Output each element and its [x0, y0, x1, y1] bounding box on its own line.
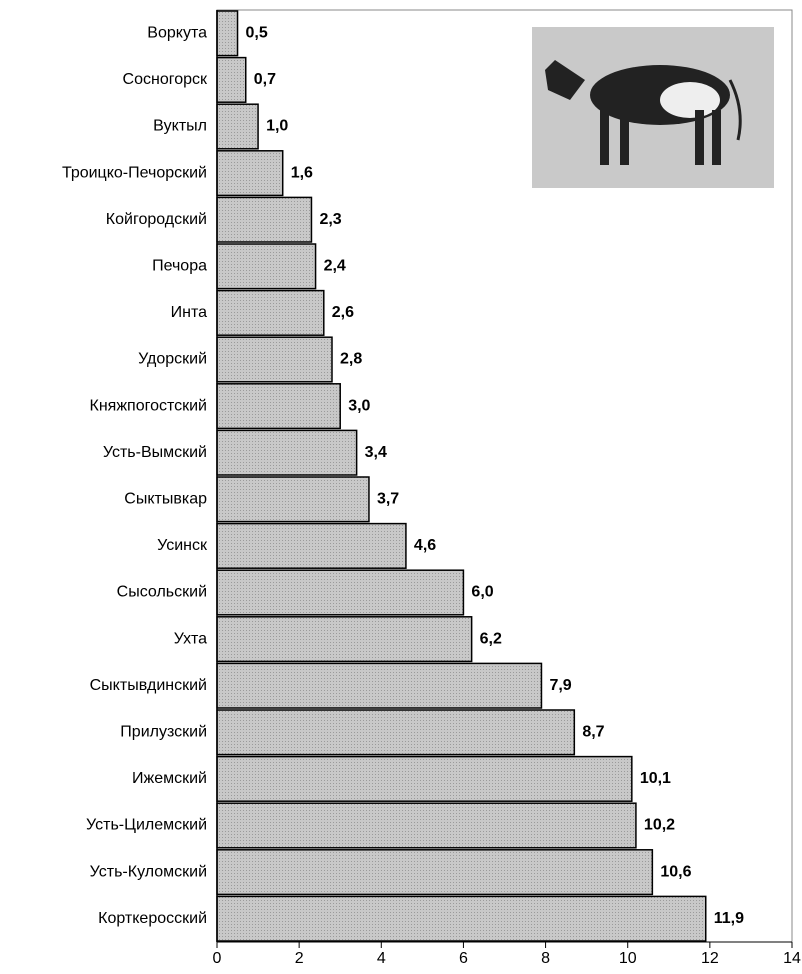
y-tick-label: Вуктыл	[153, 118, 207, 135]
bar	[216, 616, 473, 663]
y-tick-label: Воркута	[147, 25, 207, 42]
y-tick-label: Корткеросский	[98, 910, 207, 927]
value-label: 6,0	[471, 584, 493, 601]
value-label: 10,2	[644, 817, 675, 834]
value-label: 2,8	[340, 351, 362, 368]
y-tick-label: Усть-Куломский	[90, 863, 207, 880]
x-tick-label: 6	[459, 950, 468, 967]
value-label: 4,6	[414, 537, 436, 554]
bar	[216, 429, 358, 476]
x-tick-label: 14	[783, 950, 801, 967]
y-tick-label: Усть-Цилемский	[86, 817, 207, 834]
y-tick-label: Сысольский	[117, 584, 207, 601]
value-label: 2,6	[332, 304, 354, 321]
value-label: 11,9	[714, 910, 744, 927]
y-tick-label: Троицко-Печорский	[62, 164, 207, 181]
x-tick-label: 4	[377, 950, 386, 967]
bar	[216, 10, 239, 57]
x-tick-label: 0	[213, 950, 222, 967]
bar	[216, 569, 465, 616]
y-tick-label: Сосногорск	[123, 71, 208, 88]
bar	[216, 522, 407, 569]
y-tick-label: Ижемский	[132, 770, 207, 787]
value-label: 7,9	[549, 677, 571, 694]
value-label: 3,7	[377, 491, 399, 508]
value-label: 10,6	[660, 863, 691, 880]
value-label: 3,4	[365, 444, 387, 461]
y-tick-label: Сыктывкар	[124, 491, 207, 508]
x-tick-label: 2	[295, 950, 304, 967]
y-tick-label: Удорский	[138, 351, 207, 368]
y-tick-label: Инта	[171, 304, 207, 321]
bar	[216, 383, 341, 430]
bar	[216, 336, 333, 383]
value-label: 1,0	[266, 118, 288, 135]
bar	[216, 103, 259, 150]
value-label: 1,6	[291, 164, 313, 181]
bar	[216, 802, 637, 849]
bar	[216, 755, 633, 802]
y-tick-label: Печора	[152, 258, 207, 275]
y-tick-label: Койгородский	[106, 211, 207, 228]
y-tick-label: Прилузский	[120, 724, 207, 741]
value-label: 10,1	[640, 770, 671, 787]
bar	[216, 662, 543, 709]
y-tick-label: Усинск	[157, 537, 208, 554]
bar	[216, 56, 247, 103]
value-label: 8,7	[582, 724, 604, 741]
y-tick-label: Сыктывдинский	[90, 677, 207, 694]
value-label: 0,7	[254, 71, 276, 88]
bar	[216, 476, 370, 523]
bar	[216, 895, 707, 942]
value-label: 0,5	[246, 25, 268, 42]
x-tick-label: 12	[701, 950, 719, 967]
cow-picture	[532, 27, 774, 188]
value-label: 2,3	[319, 211, 341, 228]
y-tick-label: Ухта	[174, 630, 207, 647]
x-tick-label: 8	[541, 950, 550, 967]
bar	[216, 709, 576, 756]
value-label: 6,2	[480, 630, 502, 647]
value-label: 3,0	[348, 397, 370, 414]
value-label: 2,4	[324, 258, 346, 275]
bar	[216, 289, 325, 336]
y-tick-label: Усть-Вымский	[103, 444, 207, 461]
bar	[216, 196, 313, 243]
bar	[216, 150, 284, 197]
y-tick-label: Княжпогостский	[90, 397, 208, 414]
bar	[216, 243, 317, 290]
x-tick-label: 10	[619, 950, 637, 967]
bar	[216, 849, 654, 896]
